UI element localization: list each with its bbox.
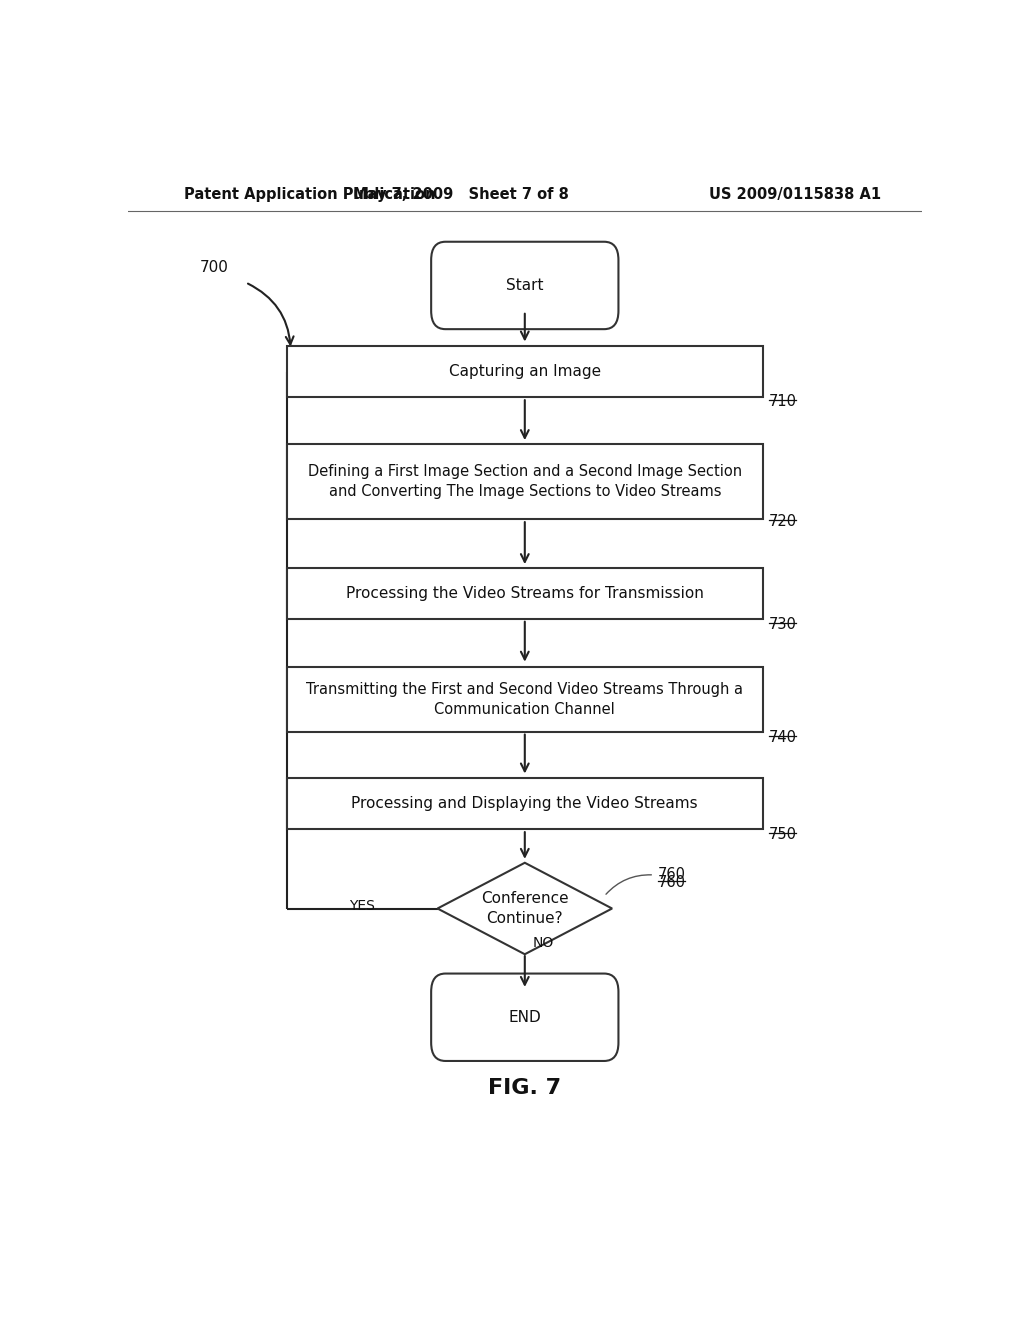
Bar (287, 444, 763, 519)
Text: Processing and Displaying the Video Streams: Processing and Displaying the Video Stre… (351, 796, 698, 812)
Text: US 2009/0115838 A1: US 2009/0115838 A1 (709, 187, 881, 202)
Text: May 7, 2009   Sheet 7 of 8: May 7, 2009 Sheet 7 of 8 (353, 187, 569, 202)
Bar (287, 346, 763, 397)
Text: 700: 700 (200, 260, 228, 275)
Text: 710: 710 (769, 395, 798, 409)
Text: Processing the Video Streams for Transmission: Processing the Video Streams for Transmi… (346, 586, 703, 601)
Text: Transmitting the First and Second Video Streams Through a
Communication Channel: Transmitting the First and Second Video … (306, 681, 743, 717)
Bar (287, 568, 763, 619)
Text: Patent Application Publication: Patent Application Publication (183, 187, 435, 202)
Text: END: END (509, 1010, 541, 1024)
Text: 730: 730 (769, 616, 797, 632)
Text: YES: YES (348, 899, 375, 913)
Text: FIG. 7: FIG. 7 (488, 1078, 561, 1098)
FancyBboxPatch shape (431, 242, 618, 329)
Bar (287, 779, 763, 829)
Text: Defining a First Image Section and a Second Image Section
and Converting The Ima: Defining a First Image Section and a Sec… (308, 465, 741, 499)
Bar (287, 667, 763, 731)
Text: Conference
Continue?: Conference Continue? (481, 891, 568, 925)
Text: 760: 760 (658, 867, 686, 883)
Text: NO: NO (532, 936, 554, 950)
Text: 720: 720 (769, 515, 798, 529)
Text: 760: 760 (658, 875, 686, 890)
Text: Start: Start (506, 279, 544, 293)
Text: 740: 740 (769, 730, 798, 744)
FancyBboxPatch shape (431, 974, 618, 1061)
Polygon shape (437, 863, 612, 954)
Text: 750: 750 (769, 828, 798, 842)
Text: Capturing an Image: Capturing an Image (449, 364, 601, 379)
